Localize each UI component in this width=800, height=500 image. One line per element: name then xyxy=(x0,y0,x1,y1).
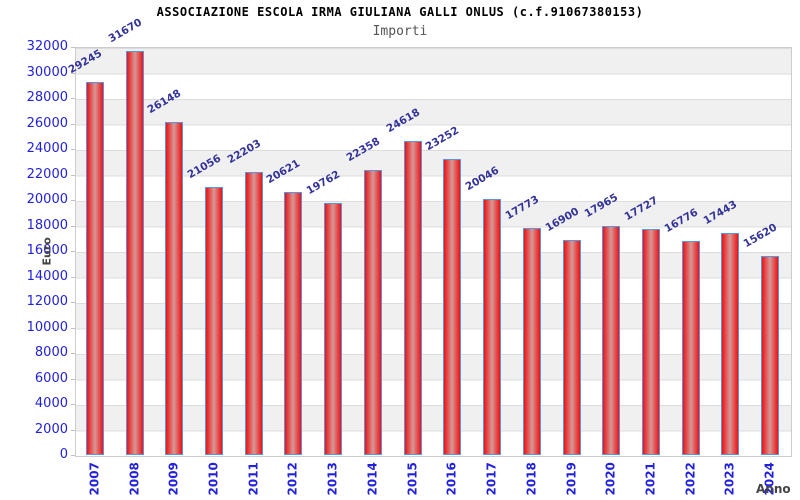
y-axis-tick-mark xyxy=(71,404,75,405)
y-axis-tick-label: 32000 xyxy=(26,39,68,54)
bar xyxy=(522,228,541,455)
x-axis-tick-label: 2016 xyxy=(444,462,459,496)
y-axis-tick-mark xyxy=(71,200,75,201)
x-axis-tick-label: 2012 xyxy=(285,462,300,496)
bar xyxy=(761,255,780,455)
y-axis-tick-mark xyxy=(71,149,75,150)
x-axis-tick-label: 2013 xyxy=(325,462,340,496)
x-axis-tick-label: 2022 xyxy=(683,462,698,496)
y-axis-tick-mark xyxy=(71,353,75,354)
y-axis-tick-label: 10000 xyxy=(26,319,68,335)
y-axis-tick-mark xyxy=(71,429,75,431)
x-axis-tick-label: 2007 xyxy=(87,462,102,496)
x-axis-tick-label: 2011 xyxy=(246,462,261,496)
bar xyxy=(284,192,303,455)
y-axis-tick-mark xyxy=(71,123,75,125)
x-axis-tick-label: 2015 xyxy=(405,462,420,496)
plot-area xyxy=(75,47,792,457)
y-axis-tick-label: 14000 xyxy=(26,268,68,284)
y-axis-tick-mark xyxy=(71,225,75,227)
y-axis-tick-mark xyxy=(71,47,75,48)
bar xyxy=(363,169,382,455)
bar xyxy=(125,51,144,455)
y-axis-tick-mark xyxy=(71,98,75,99)
bar xyxy=(562,239,581,455)
x-axis-tick-label: 2023 xyxy=(722,462,737,496)
y-axis-tick-mark xyxy=(71,251,75,252)
y-axis-tick-mark xyxy=(71,378,75,380)
x-axis-tick-label: 2010 xyxy=(206,462,221,496)
y-axis-tick-label: 18000 xyxy=(26,217,68,233)
y-axis-tick-label: 30000 xyxy=(26,64,68,80)
y-axis-tick-label: 22000 xyxy=(26,166,68,182)
x-axis-tick-label: 2008 xyxy=(127,462,142,496)
x-axis-tick-label: 2019 xyxy=(564,462,579,496)
y-axis-tick-label: 20000 xyxy=(26,192,68,207)
y-axis-tick-label: 26000 xyxy=(26,115,68,131)
x-axis-tick-label: 2020 xyxy=(603,462,618,496)
y-axis-tick-label: 0 xyxy=(59,447,68,462)
bar xyxy=(681,241,700,455)
x-axis-tick-label: 2009 xyxy=(166,462,181,496)
y-axis-tick-label: 12000 xyxy=(26,294,68,309)
y-axis-tick-label: 16000 xyxy=(26,243,68,258)
y-axis-tick-mark xyxy=(71,455,75,456)
bar xyxy=(443,158,462,455)
x-axis-tick-label: 2014 xyxy=(365,462,380,496)
y-axis-tick-label: 6000 xyxy=(34,370,68,386)
x-axis-tick-label: 2021 xyxy=(643,462,658,496)
y-axis-tick-label: 24000 xyxy=(26,141,68,156)
y-axis-tick-mark xyxy=(71,302,75,303)
bar xyxy=(205,186,224,455)
chart-title: ASSOCIAZIONE ESCOLA IRMA GIULIANA GALLI … xyxy=(156,5,644,19)
bar xyxy=(403,141,422,455)
bar xyxy=(85,82,104,455)
bar xyxy=(165,121,184,455)
y-axis-tick-mark xyxy=(71,72,75,74)
chart-subtitle: Importi xyxy=(372,24,428,39)
y-axis-tick-mark xyxy=(71,276,75,278)
y-axis-tick-label: 4000 xyxy=(34,396,68,411)
y-axis-tick-label: 8000 xyxy=(34,345,68,360)
bar xyxy=(641,228,660,455)
y-axis-tick-mark xyxy=(71,327,75,329)
bar xyxy=(324,203,343,455)
x-axis-tick-label: 2017 xyxy=(484,462,499,496)
x-axis-title: Anno xyxy=(756,482,791,496)
bar xyxy=(721,232,740,455)
y-axis-title: Euro xyxy=(40,237,54,266)
x-axis-tick-label: 2018 xyxy=(524,462,539,496)
y-axis-tick-label: 28000 xyxy=(26,90,68,105)
bar xyxy=(483,199,502,455)
y-axis-tick-label: 2000 xyxy=(34,421,68,437)
bar xyxy=(602,225,621,455)
bar xyxy=(244,171,263,455)
y-axis-tick-mark xyxy=(71,174,75,176)
